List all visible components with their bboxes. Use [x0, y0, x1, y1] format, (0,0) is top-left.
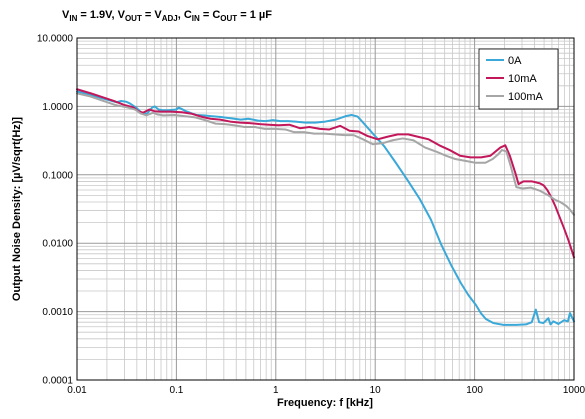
x-tick-label: 0.01 [67, 385, 87, 396]
plot-frame [76, 37, 575, 381]
y-tick-label: 0.1000 [42, 170, 73, 181]
legend-label: 10mA [508, 73, 537, 85]
series-line-10ma [76, 88, 575, 259]
x-axis-ticks: 0.01 0.1 1 10 100 1000 [67, 385, 585, 396]
title-part: = V [142, 9, 163, 21]
x-tick-label: 1000 [563, 385, 585, 396]
title-part: IN [69, 14, 77, 23]
legend-label: 100mA [508, 91, 544, 103]
y-tick-label: 0.0001 [42, 376, 73, 387]
y-tick-label: 10.0000 [37, 34, 74, 45]
chart-title: VIN = 1.9V, VOUT = VADJ, CIN = COUT = 1 … [62, 9, 272, 23]
title-part: = C [200, 9, 221, 21]
title-part: = 1.9V, V [77, 9, 125, 21]
x-tick-label: 0.1 [169, 385, 183, 396]
series-line-100ma [76, 92, 575, 216]
title-part: = 1 µF [237, 9, 272, 21]
title-part: OUT [125, 14, 142, 23]
x-axis-label: Frequency: f [kHz] [277, 397, 373, 409]
title-part: OUT [220, 14, 237, 23]
title-part: ADJ [162, 14, 178, 23]
series-layer [76, 88, 575, 326]
y-tick-label: 1.0000 [42, 102, 73, 113]
title-part: , C [178, 9, 192, 21]
x-tick-label: 10 [370, 385, 382, 396]
legend-label: 0A [508, 55, 522, 67]
y-axis-label: Output Noise Density: [µV/sqrt(Hz)] [11, 117, 23, 302]
title-part: V [62, 9, 70, 21]
x-tick-label: 1 [273, 385, 279, 396]
y-axis-ticks: 0.0001 0.0010 0.0100 0.1000 1.0000 10.0000 [37, 34, 74, 387]
x-tick-label: 100 [466, 385, 483, 396]
legend: 0A 10mA 100mA [478, 48, 559, 110]
y-tick-label: 0.0100 [42, 239, 73, 250]
title-part: IN [192, 14, 200, 23]
series-line-0a [76, 90, 575, 326]
y-tick-label: 0.0010 [42, 307, 73, 318]
